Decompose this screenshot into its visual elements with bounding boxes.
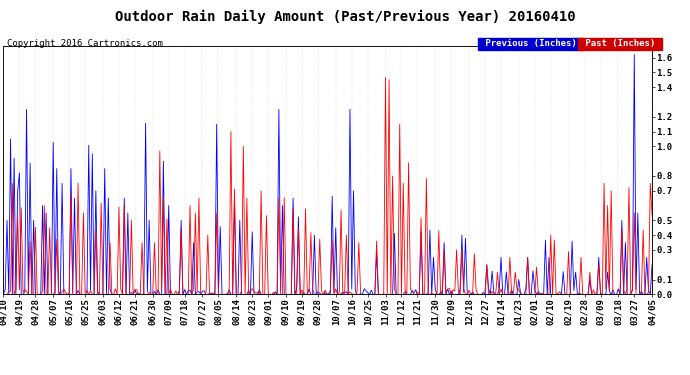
Previous (Inches) [0, 292, 8, 296]
Past (Inches) [349, 292, 357, 297]
Previous (Inches) [111, 292, 119, 297]
Previous (Inches) [135, 291, 143, 296]
Previous (Inches) [630, 53, 638, 57]
Text: Past (Inches): Past (Inches) [580, 39, 660, 48]
Previous (Inches) [351, 288, 359, 293]
Text: Copyright 2016 Cartronics.com: Copyright 2016 Cartronics.com [7, 39, 163, 48]
Previous (Inches) [5, 292, 13, 297]
Line: Previous (Inches): Previous (Inches) [3, 55, 652, 294]
Past (Inches) [382, 75, 390, 80]
Previous (Inches) [648, 262, 656, 267]
Past (Inches) [445, 286, 453, 291]
Previous (Inches) [445, 292, 453, 297]
Previous (Inches) [65, 292, 73, 297]
Past (Inches) [648, 213, 656, 217]
Line: Past (Inches): Past (Inches) [3, 78, 652, 294]
Text: Previous (Inches): Previous (Inches) [480, 39, 582, 48]
Text: Outdoor Rain Daily Amount (Past/Previous Year) 20160410: Outdoor Rain Daily Amount (Past/Previous… [115, 9, 575, 24]
Past (Inches) [132, 288, 141, 292]
Past (Inches) [63, 292, 72, 297]
Past (Inches) [110, 292, 118, 297]
Previous (Inches) [481, 292, 489, 296]
Past (Inches) [481, 292, 489, 297]
Past (Inches) [0, 292, 8, 297]
